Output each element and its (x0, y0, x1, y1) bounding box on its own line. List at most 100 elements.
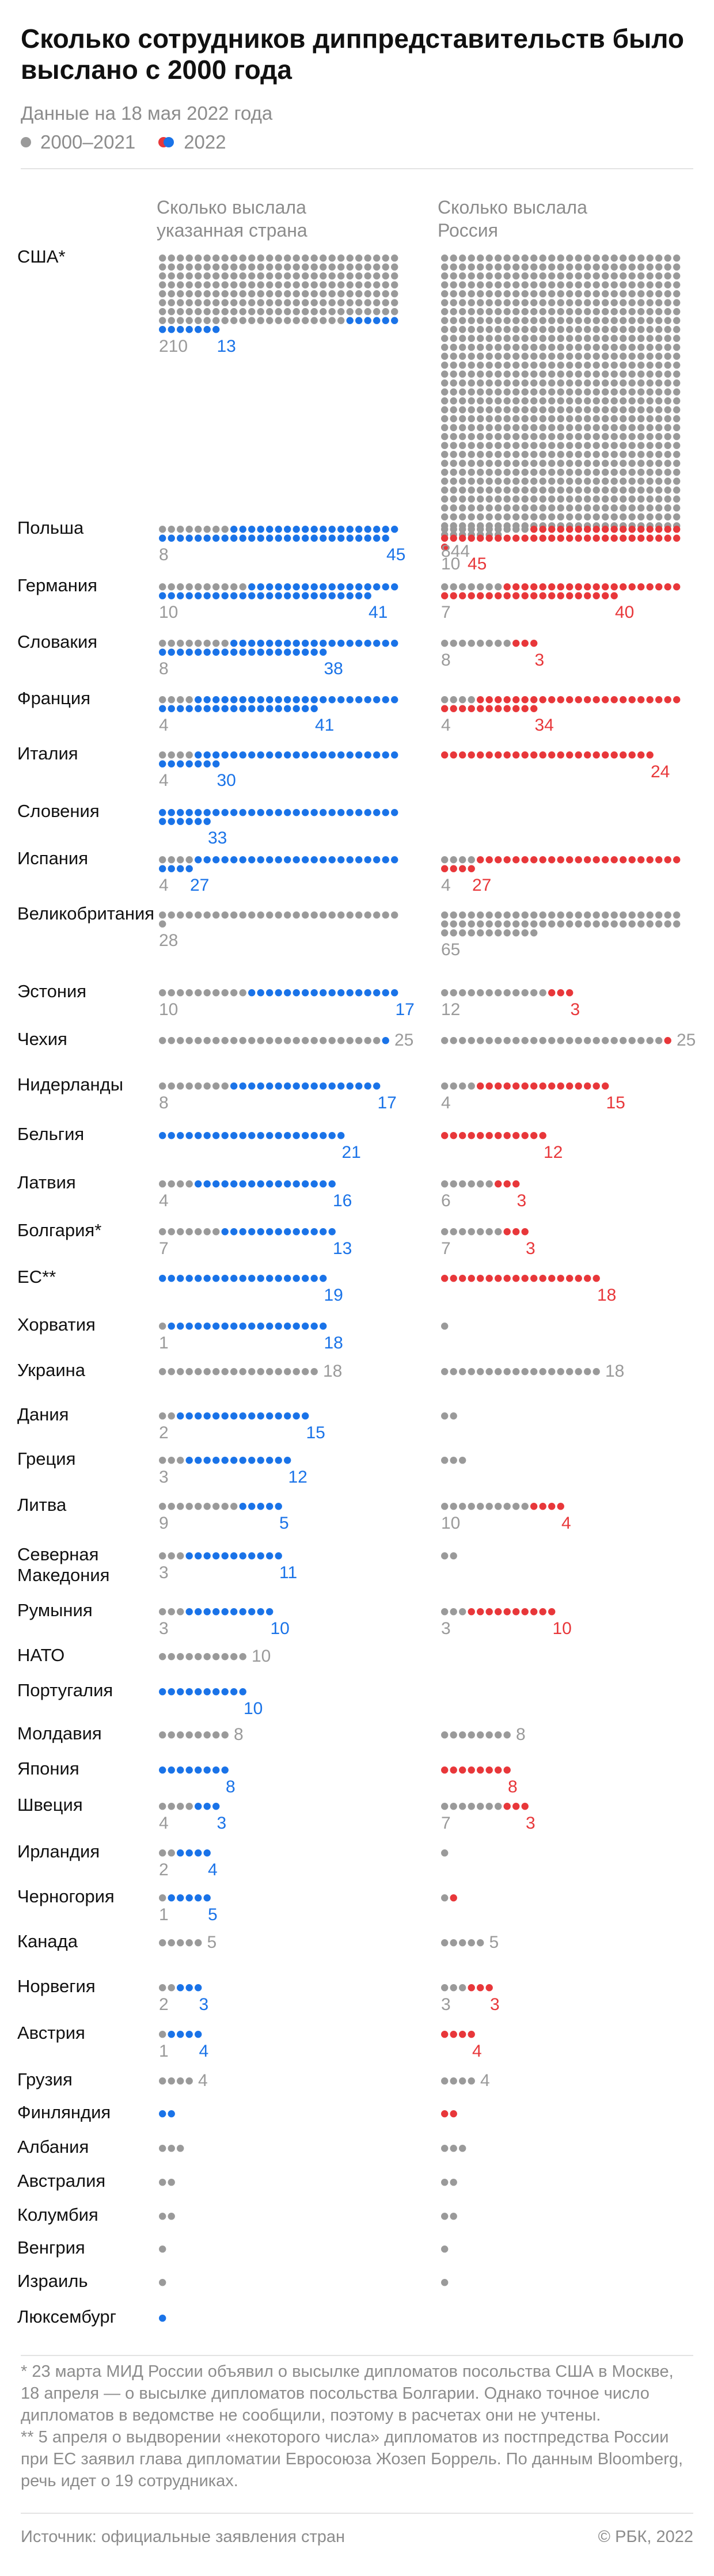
left-dot-0-75 (346, 272, 354, 280)
right-dot-0-703 (450, 487, 457, 494)
right-dot-11-17 (593, 1082, 600, 1090)
right-dot-27-1 (450, 1803, 457, 1810)
left-dot-0-220 (195, 326, 202, 333)
right-dot-0-422 (593, 388, 600, 396)
right-dot-0-680 (485, 477, 493, 485)
left-dot-4-25 (382, 696, 389, 704)
right-dot-0-173 (539, 308, 546, 316)
left-dot-0-90 (239, 281, 246, 288)
right-dot-0-438 (495, 397, 502, 405)
right-dot-0-347 (646, 362, 654, 369)
left-dot-13-5 (203, 1180, 211, 1188)
left-dot-21-8 (230, 1552, 238, 1560)
right-dot-0-372 (628, 370, 636, 378)
left-dot-15-5 (203, 1275, 211, 1282)
left-new-value: 4 (199, 2041, 209, 2061)
right-dot-0-499 (557, 415, 564, 423)
left-dot-30-0 (159, 1939, 166, 1947)
left-dot-5-5 (203, 751, 211, 759)
right-dot-1-49 (637, 534, 645, 542)
right-dot-8-20 (620, 911, 627, 919)
left-dot-1-15 (293, 526, 300, 533)
left-dot-13-13 (275, 1180, 282, 1188)
left-dot-0-26 (391, 254, 398, 262)
right-dot-4-14 (566, 696, 574, 704)
left-dot-5-28 (168, 760, 175, 768)
right-dot-0-150 (575, 299, 582, 306)
right-dot-0-171 (521, 308, 529, 316)
right-dot-0-277 (503, 344, 511, 351)
right-old-value: 3 (441, 1994, 451, 2014)
right-dot-0-491 (485, 415, 493, 423)
right-dot-0-498 (548, 415, 556, 423)
left-dot-5-23 (364, 751, 371, 759)
left-dot-0-100 (328, 281, 336, 288)
right-dot-0-607 (557, 451, 564, 458)
right-dot-12-4 (477, 1132, 484, 1139)
country-label: Польша (17, 518, 84, 538)
right-dot-0-470 (539, 406, 546, 413)
left-dot-2-1 (168, 583, 175, 591)
left-dot-14-16 (302, 1228, 309, 1236)
right-dot-1-26 (673, 526, 681, 533)
left-dot-20-3 (185, 1503, 193, 1510)
right-dot-0-577 (530, 442, 538, 449)
right-dot-0-792 (521, 513, 529, 520)
right-dot-7-7 (503, 856, 511, 864)
left-dot-25-6 (212, 1731, 220, 1739)
left-dot-11-11 (257, 1082, 264, 1090)
left-dot-1-13 (275, 526, 282, 533)
right-dot-0-484 (664, 406, 671, 413)
right-dot-0-291 (628, 344, 636, 351)
left-dot-14-11 (257, 1228, 264, 1236)
left-dot-10-7 (221, 1037, 229, 1044)
left-dot-0-74 (337, 272, 345, 280)
left-dot-0-202 (275, 317, 282, 324)
right-dot-0-540 (441, 433, 449, 440)
left-dot-0-217 (168, 326, 175, 333)
right-dot-4-20 (620, 696, 627, 704)
left-dot-17-6 (212, 1368, 220, 1376)
right-dot-0-66 (548, 272, 556, 280)
right-dot-0-567 (441, 442, 449, 449)
right-dot-0-520 (503, 424, 511, 431)
left-dot-0-12 (266, 254, 274, 262)
left-dot-9-4 (195, 989, 202, 997)
left-dot-0-111 (185, 290, 193, 298)
left-dot-8-7 (221, 911, 229, 919)
left-dot-0-208 (328, 317, 336, 324)
right-dot-0-360 (521, 370, 529, 378)
left-dot-1-1 (168, 526, 175, 533)
right-dot-15-2 (459, 1275, 466, 1282)
right-dot-7-8 (512, 856, 520, 864)
left-dot-5-3 (185, 751, 193, 759)
left-dot-0-179 (310, 308, 318, 316)
right-dot-0-412 (503, 388, 511, 396)
left-dot-1-10 (248, 526, 256, 533)
right-dot-8-37 (530, 920, 538, 928)
right-dot-4-18 (602, 696, 609, 704)
right-dot-0-62 (512, 272, 520, 280)
right-dot-0-40 (557, 263, 564, 271)
right-dot-0-20 (620, 254, 627, 262)
left-dot-28-1 (168, 1849, 175, 1857)
left-dot-17-15 (293, 1368, 300, 1376)
left-dot-6-17 (310, 809, 318, 816)
right-dot-0-762 (495, 504, 502, 512)
left-dot-9-12 (266, 989, 274, 997)
left-dot-3-5 (203, 640, 211, 647)
left-dot-0-82 (168, 281, 175, 288)
column-header-right: Сколько выслала Россия (438, 197, 587, 241)
left-dot-12-19 (328, 1132, 336, 1139)
right-dot-4-30 (468, 705, 475, 712)
right-dot-12-2 (459, 1132, 466, 1139)
left-dot-26-6 (212, 1766, 220, 1774)
left-dot-0-190 (168, 317, 175, 324)
right-dot-4-11 (539, 696, 546, 704)
right-dot-0-640 (610, 459, 618, 467)
right-dot-0-663 (575, 469, 582, 476)
left-dot-8-23 (364, 911, 371, 919)
right-dot-1-24 (655, 526, 663, 533)
right-dot-20-10 (530, 1503, 538, 1510)
left-new-value: 27 (190, 876, 210, 895)
